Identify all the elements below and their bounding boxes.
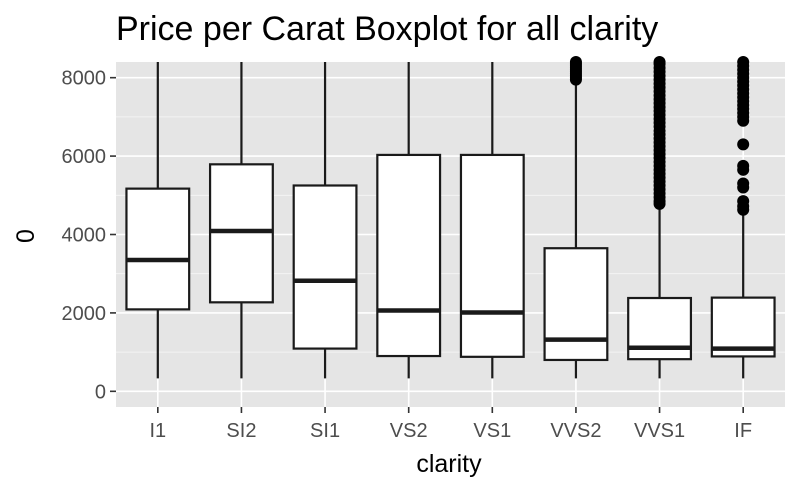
box-iqr: [543, 247, 609, 362]
box-si2: [208, 62, 274, 379]
outlier-point: [737, 138, 750, 151]
box-vvs2: [543, 56, 609, 379]
outlier-point: [653, 56, 666, 68]
x-axis-label: clarity: [416, 450, 482, 478]
chart-title: Price per Carat Boxplot for all clarity: [116, 10, 658, 48]
boxes: [125, 56, 776, 379]
box-iqr: [125, 187, 191, 311]
box-iqr: [376, 153, 442, 358]
outlier-point: [569, 56, 582, 68]
x-tick-label: SI1: [310, 420, 340, 442]
y-tick-label: 6000: [62, 146, 107, 168]
x-tick-label: VVS1: [634, 420, 685, 442]
outlier-point: [737, 177, 750, 190]
x-axis: I1 SI2 SI1 VS2 VS1 VVS2 VVS1 IF: [149, 407, 752, 442]
outlier-point: [737, 56, 750, 68]
x-tick-label: VS1: [473, 420, 511, 442]
box-iqr: [292, 184, 358, 350]
box-iqr: [459, 153, 525, 358]
y-tick-label: 2000: [62, 303, 107, 325]
x-tick-label: SI2: [226, 420, 256, 442]
x-tick-label: IF: [734, 420, 752, 442]
y-axis-label: 0: [12, 229, 40, 243]
outlier-point: [737, 195, 750, 208]
box-if: [710, 56, 776, 379]
box-vvs1: [627, 56, 693, 379]
box-vs1: [459, 62, 525, 379]
box-i1: [125, 62, 191, 379]
y-axis: 0 2000 4000 6000 8000: [62, 68, 116, 403]
box-vs2: [376, 62, 442, 379]
y-tick-label: 0: [95, 381, 106, 403]
y-tick-label: 4000: [62, 225, 107, 247]
x-tick-label: VS2: [390, 420, 428, 442]
box-iqr: [208, 163, 274, 304]
x-tick-label: VVS2: [550, 420, 601, 442]
x-tick-label: I1: [149, 420, 166, 442]
y-tick-label: 8000: [62, 68, 107, 90]
box-si1: [292, 62, 358, 379]
outlier-point: [737, 159, 750, 172]
